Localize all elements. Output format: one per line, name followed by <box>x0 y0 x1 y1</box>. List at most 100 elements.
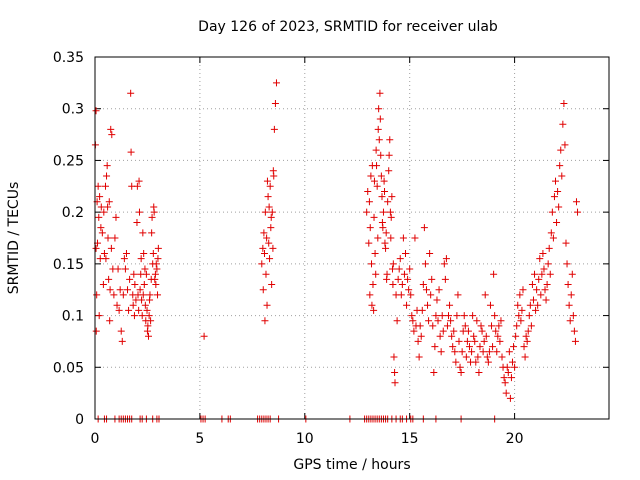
data-points <box>91 79 582 423</box>
data-point <box>449 343 457 351</box>
data-point <box>93 291 101 299</box>
data-point <box>571 337 579 345</box>
data-point <box>92 107 100 115</box>
data-point <box>421 260 429 268</box>
data-point <box>272 79 280 87</box>
data-point <box>397 291 405 299</box>
data-point <box>95 213 103 221</box>
data-point <box>470 332 478 340</box>
data-point <box>382 229 390 237</box>
data-point <box>452 358 460 366</box>
data-point <box>380 177 388 185</box>
data-point <box>262 270 270 278</box>
data-point <box>141 301 149 309</box>
plot-frame <box>94 56 610 420</box>
data-point <box>548 208 556 216</box>
data-point <box>428 275 436 283</box>
data-point <box>446 301 454 309</box>
data-point <box>103 172 111 180</box>
data-point <box>141 265 149 273</box>
data-point <box>150 208 158 216</box>
data-point <box>533 286 541 294</box>
data-point <box>377 151 385 159</box>
data-point <box>568 270 576 278</box>
data-point <box>370 177 378 185</box>
data-point <box>519 286 527 294</box>
data-point <box>512 332 520 340</box>
data-point <box>151 275 159 283</box>
data-point <box>389 281 397 289</box>
data-point <box>570 327 578 335</box>
data-point <box>526 301 534 309</box>
data-point <box>381 187 389 195</box>
data-point <box>553 218 561 226</box>
x-tick-label: 0 <box>91 431 100 447</box>
data-point <box>518 306 526 314</box>
data-point <box>98 229 106 237</box>
data-point <box>456 363 464 371</box>
data-point <box>125 306 133 314</box>
data-point <box>501 379 509 387</box>
data-point <box>376 89 384 97</box>
data-point <box>541 286 549 294</box>
data-point <box>545 244 553 252</box>
data-point <box>486 301 494 309</box>
data-point <box>555 203 563 211</box>
data-point <box>562 239 570 247</box>
data-point <box>260 229 268 237</box>
data-point <box>401 250 409 258</box>
x-axis-label: GPS time / hours <box>293 457 410 473</box>
data-point <box>491 312 499 320</box>
y-tick-label: 0.1 <box>62 309 84 325</box>
data-point <box>373 162 381 170</box>
data-point <box>100 250 108 258</box>
data-point <box>133 182 141 190</box>
data-point <box>393 317 401 325</box>
data-point <box>119 291 127 299</box>
data-point <box>403 301 411 309</box>
data-point <box>104 234 112 242</box>
data-point <box>528 281 536 289</box>
data-point <box>374 234 382 242</box>
data-point <box>149 250 157 258</box>
data-point <box>505 348 513 356</box>
data-point <box>97 224 105 232</box>
data-point <box>564 281 572 289</box>
data-point <box>400 270 408 278</box>
data-point <box>488 322 496 330</box>
data-point <box>122 250 130 258</box>
data-point <box>460 312 468 320</box>
data-point <box>396 255 404 263</box>
data-point <box>265 203 273 211</box>
data-point <box>107 244 115 252</box>
data-point <box>546 270 554 278</box>
data-point <box>371 250 379 258</box>
data-point <box>370 213 378 221</box>
data-point <box>137 255 145 263</box>
data-point <box>410 327 418 335</box>
data-point <box>120 255 128 263</box>
data-point <box>385 151 393 159</box>
data-point <box>364 187 372 195</box>
data-point <box>107 125 115 133</box>
data-point <box>443 322 451 330</box>
data-point <box>102 255 110 263</box>
y-tick-label: 0.3 <box>62 102 84 118</box>
data-point <box>154 291 162 299</box>
data-point <box>124 286 132 294</box>
data-point <box>561 141 569 149</box>
data-point <box>544 260 552 268</box>
data-point <box>447 317 455 325</box>
data-point <box>492 327 500 335</box>
data-point <box>498 353 506 361</box>
data-point <box>369 281 377 289</box>
x-tick-label: 20 <box>506 431 524 447</box>
data-point <box>386 136 394 144</box>
data-point <box>531 270 539 278</box>
data-point <box>521 353 529 361</box>
data-point <box>258 260 266 268</box>
data-point <box>436 332 444 340</box>
data-point <box>547 229 555 237</box>
data-point <box>406 265 414 273</box>
data-point <box>268 281 276 289</box>
